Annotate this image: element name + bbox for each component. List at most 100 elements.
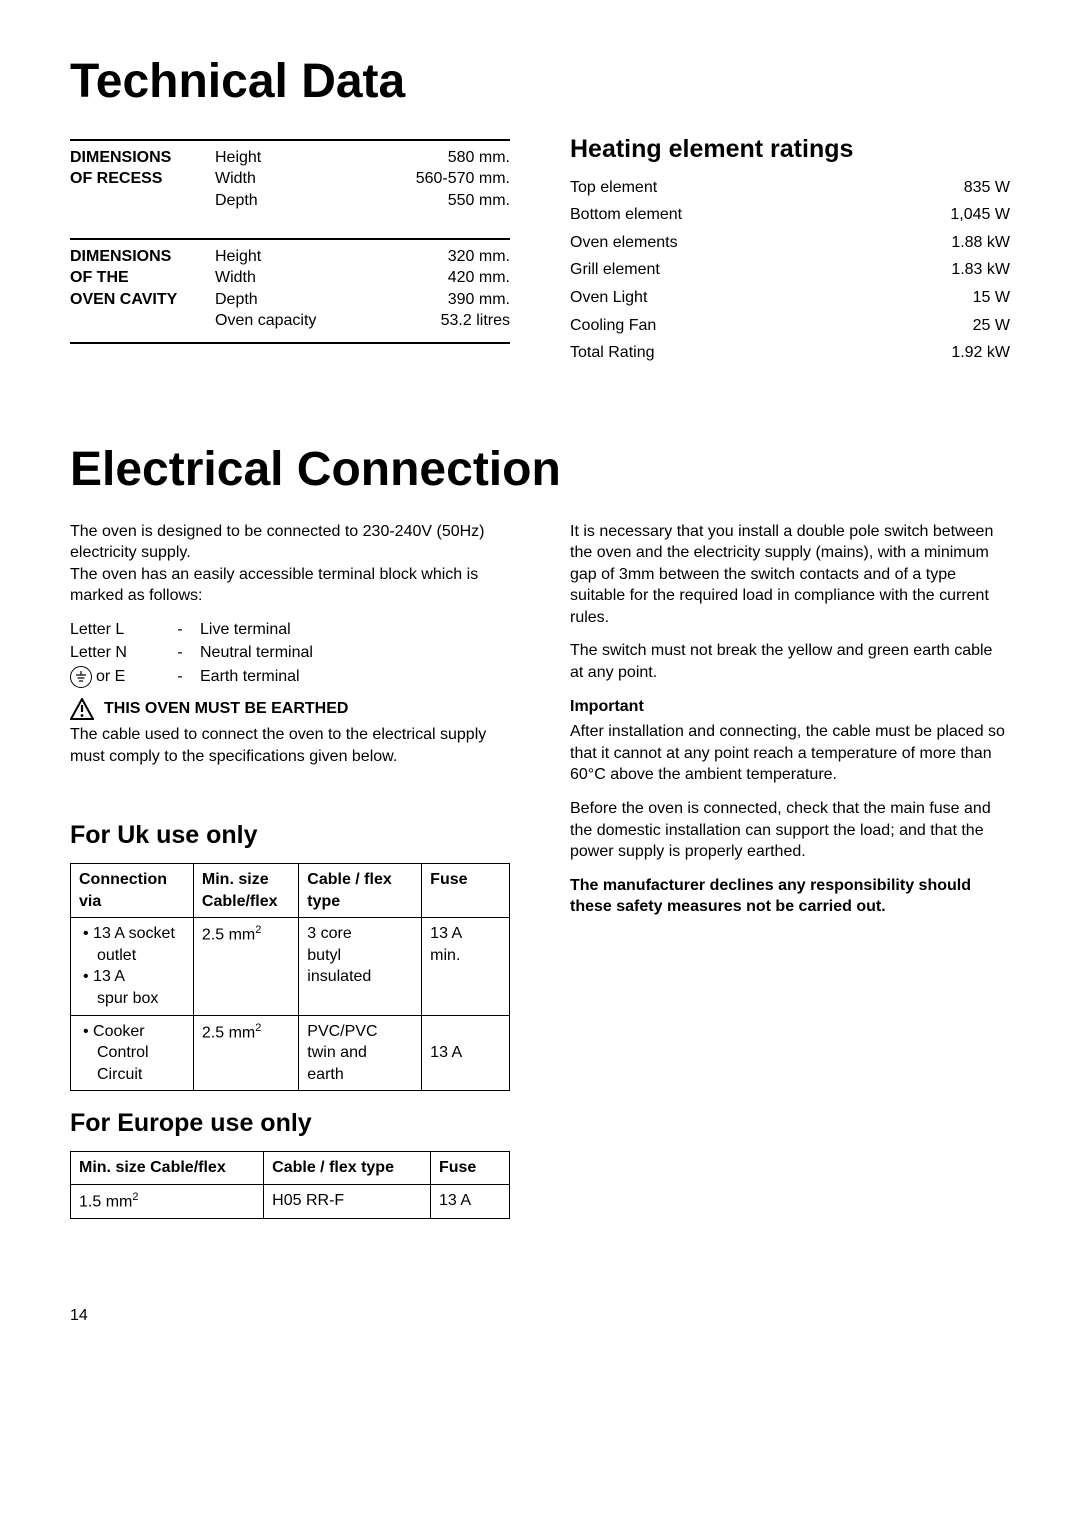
table-cell: insulated <box>307 966 413 988</box>
table-cell <box>430 1021 501 1043</box>
terminal-label: or E <box>96 666 125 688</box>
spec-label: OF THE <box>70 267 215 289</box>
rating-val: 15 W <box>973 287 1010 309</box>
spec-val: 560-570 mm. <box>365 168 510 190</box>
body-text: It is necessary that you install a doubl… <box>570 521 1010 629</box>
uk-table: Connection via Min. size Cable/flex Cabl… <box>70 863 510 1091</box>
spec-key: Width <box>215 267 365 289</box>
earth-icon <box>70 666 92 688</box>
table-cell: twin and <box>307 1042 413 1064</box>
spec-block-cavity: DIMENSIONS OF THE OVEN CAVITY Height Wid… <box>70 246 510 332</box>
spec-val: 420 mm. <box>365 267 510 289</box>
uk-heading: For Uk use only <box>70 819 510 853</box>
rating-val: 1,045 W <box>950 204 1010 226</box>
table-cell: 2.5 mm <box>202 927 255 944</box>
table-cell: Cooker <box>83 1021 185 1043</box>
table-header: Min. size Cable/flex <box>193 864 298 918</box>
terminal-desc: Neutral terminal <box>200 642 510 664</box>
table-header: Fuse <box>422 864 510 918</box>
terminal-dash: - <box>160 642 200 664</box>
rating-key: Cooling Fan <box>570 315 656 337</box>
table-cell: 13 A <box>430 1184 509 1218</box>
rating-key: Grill element <box>570 259 660 281</box>
body-text: The oven is designed to be connected to … <box>70 521 510 564</box>
spec-label: DIMENSIONS <box>70 246 215 268</box>
table-cell: Control <box>79 1042 185 1064</box>
table-cell: 13 A <box>83 966 185 988</box>
spec-key: Depth <box>215 289 365 311</box>
body-text: The cable used to connect the oven to th… <box>70 724 510 767</box>
table-header: Cable / flex type <box>264 1152 431 1185</box>
spec-label: DIMENSIONS <box>70 147 215 169</box>
rating-val: 25 W <box>973 315 1010 337</box>
table-cell: outlet <box>79 945 185 967</box>
table-cell: spur box <box>79 988 185 1010</box>
table-header: Connection via <box>71 864 194 918</box>
terminal-row: or E - Earth terminal <box>70 666 510 688</box>
table-cell: 2.5 mm <box>202 1024 255 1041</box>
spec-key: Height <box>215 246 365 268</box>
spec-val: 550 mm. <box>365 190 510 212</box>
table-cell: min. <box>430 945 501 967</box>
rating-val: 835 W <box>964 177 1010 199</box>
rating-key: Bottom element <box>570 204 682 226</box>
spec-val: 53.2 litres <box>365 310 510 332</box>
body-text: After installation and connecting, the c… <box>570 721 1010 786</box>
body-text: The switch must not break the yellow and… <box>570 640 1010 683</box>
table-cell: butyl <box>307 945 413 967</box>
table-cell: 13 A socket <box>83 923 185 945</box>
table-cell: 1.5 mm <box>79 1193 132 1210</box>
terminal-row: Letter L - Live terminal <box>70 619 510 641</box>
warning-triangle-icon <box>70 698 94 720</box>
superscript: 2 <box>255 1022 261 1034</box>
table-cell: Circuit <box>79 1064 185 1086</box>
rating-key: Oven elements <box>570 232 678 254</box>
divider <box>70 342 510 344</box>
terminal-label: Letter N <box>70 642 160 664</box>
page-title-technical-data: Technical Data <box>70 50 1010 115</box>
table-cell: earth <box>307 1064 413 1086</box>
table-header: Fuse <box>430 1152 509 1185</box>
table-row: 13 A socket outlet 13 A spur box 2.5 mm2… <box>71 918 510 1015</box>
body-text: Before the oven is connected, check that… <box>570 798 1010 863</box>
table-row: Cooker Control Circuit 2.5 mm2 PVC/PVC t… <box>71 1015 510 1091</box>
spec-val: 320 mm. <box>365 246 510 268</box>
ratings-column: Heating element ratings Top element835 W… <box>570 133 1010 370</box>
electrical-left: The oven is designed to be connected to … <box>70 521 510 1235</box>
spec-key: Height <box>215 147 365 169</box>
spec-key: Oven capacity <box>215 310 365 332</box>
divider <box>70 139 510 141</box>
superscript: 2 <box>132 1191 138 1203</box>
terminal-row: Letter N - Neutral terminal <box>70 642 510 664</box>
body-text-bold: The manufacturer declines any responsibi… <box>570 875 1010 918</box>
rating-val: 1.88 kW <box>951 232 1010 254</box>
rating-key: Total Rating <box>570 342 655 364</box>
electrical-right: It is necessary that you install a doubl… <box>570 521 1010 1235</box>
table-header: Min. size Cable/flex <box>71 1152 264 1185</box>
important-heading: Important <box>570 696 1010 718</box>
divider <box>70 238 510 240</box>
eu-heading: For Europe use only <box>70 1107 510 1141</box>
ratings-heading: Heating element ratings <box>570 133 1010 167</box>
rating-val: 1.83 kW <box>951 259 1010 281</box>
table-cell: PVC/PVC <box>307 1021 413 1043</box>
terminal-desc: Live terminal <box>200 619 510 641</box>
terminal-desc: Earth terminal <box>200 666 510 688</box>
table-header: Cable / flex type <box>299 864 422 918</box>
eu-table: Min. size Cable/flex Cable / flex type F… <box>70 1151 510 1219</box>
warning-row: THIS OVEN MUST BE EARTHED <box>70 698 510 720</box>
spec-block-recess: DIMENSIONS OF RECESS Height Width Depth … <box>70 147 510 212</box>
tech-data-columns: DIMENSIONS OF RECESS Height Width Depth … <box>70 133 1010 370</box>
spec-label: OVEN CAVITY <box>70 289 215 311</box>
electrical-columns: The oven is designed to be connected to … <box>70 521 1010 1235</box>
page-number: 14 <box>70 1305 1010 1327</box>
table-cell: H05 RR-F <box>264 1184 431 1218</box>
spec-key: Width <box>215 168 365 190</box>
spec-key: Depth <box>215 190 365 212</box>
rating-val: 1.92 kW <box>951 342 1010 364</box>
rating-key: Oven Light <box>570 287 647 309</box>
table-cell: 13 A <box>430 1042 501 1064</box>
spec-val: 390 mm. <box>365 289 510 311</box>
table-row: 1.5 mm2 H05 RR-F 13 A <box>71 1184 510 1218</box>
specs-column: DIMENSIONS OF RECESS Height Width Depth … <box>70 133 510 370</box>
